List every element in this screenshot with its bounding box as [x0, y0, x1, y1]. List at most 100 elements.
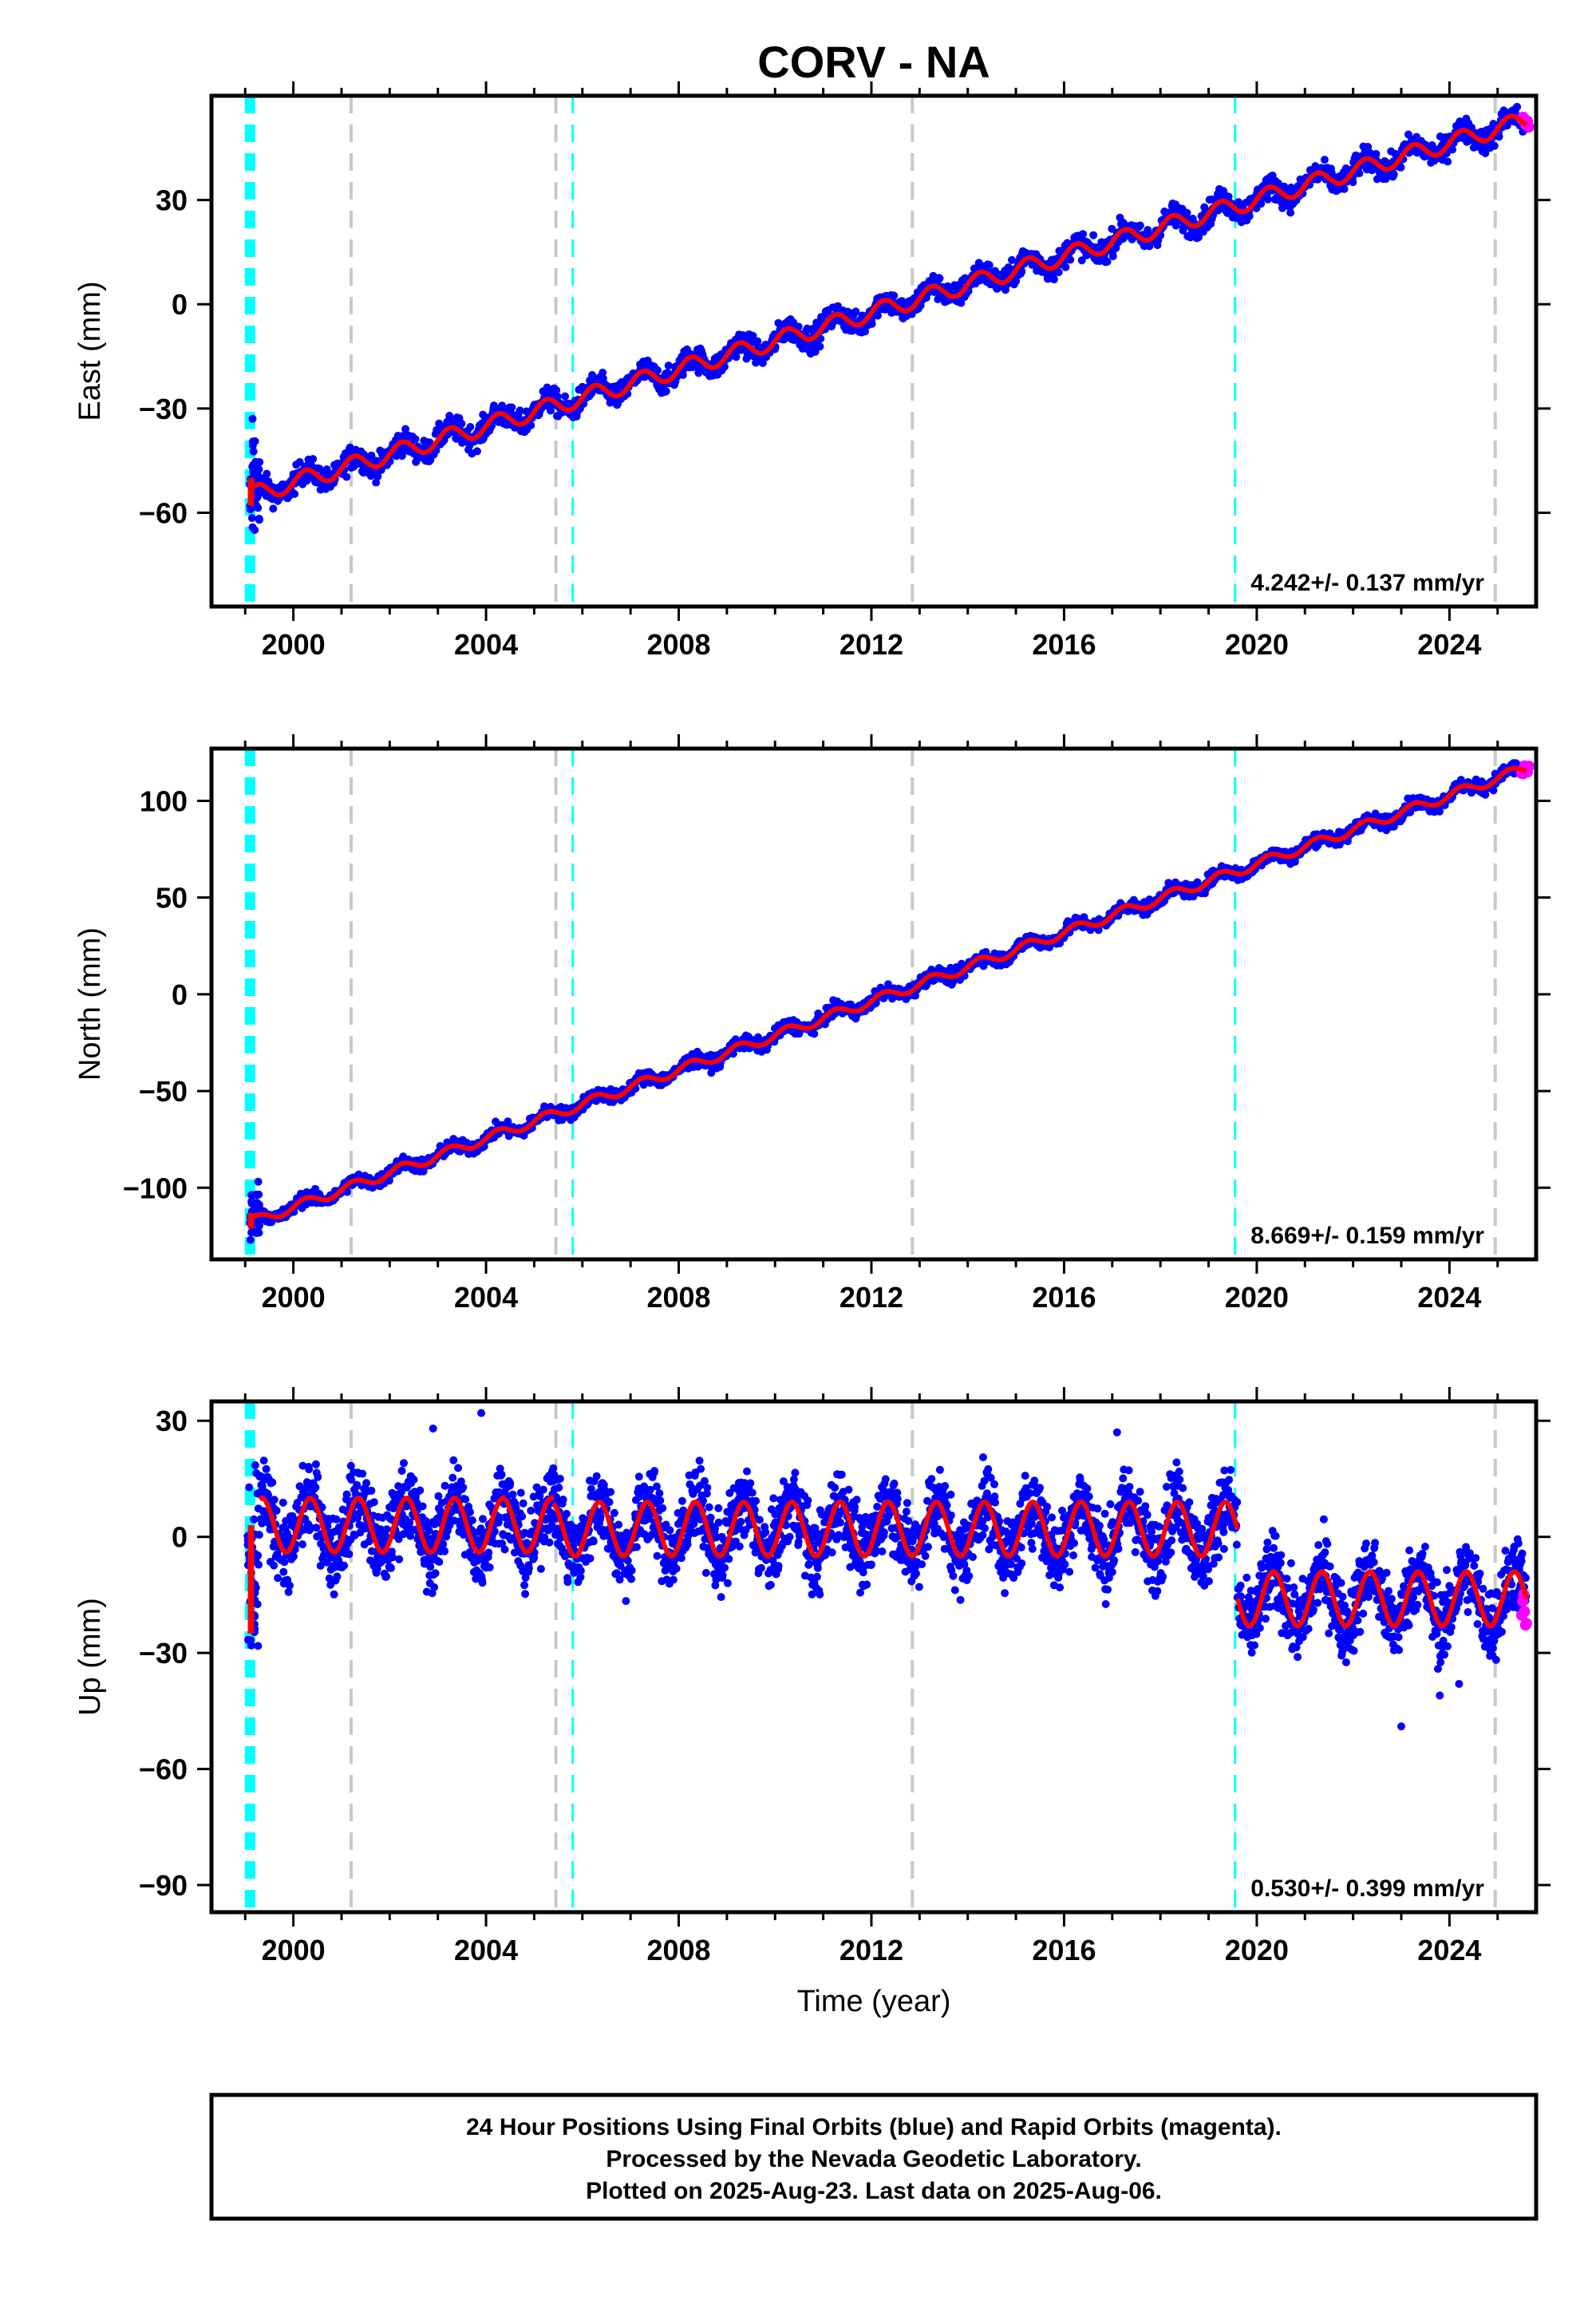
east-point-1919	[1355, 169, 1364, 178]
north-y-axis-label: North (mm)	[73, 927, 107, 1081]
east-point-2137	[1481, 149, 1490, 157]
east-y-tick-label-0: 0	[172, 288, 188, 321]
east-point-167	[342, 472, 351, 481]
up-point-253	[353, 1482, 361, 1490]
east-early-point-10	[248, 414, 257, 423]
east-point-1934	[1364, 143, 1373, 151]
up-point-232	[345, 1550, 354, 1559]
east-point-1991	[1396, 163, 1405, 172]
east-point-1483	[1103, 257, 1112, 266]
up-point-62	[279, 1567, 288, 1576]
east-point-253	[392, 452, 401, 460]
east-point-1761	[1263, 195, 1272, 204]
east-point-2161	[1495, 132, 1503, 141]
east-x-tick-label-2016: 2016	[1032, 628, 1096, 661]
east-early-point-37	[248, 462, 257, 471]
up-point-146	[311, 1460, 320, 1468]
east-point-86	[295, 458, 304, 466]
east-x-tick-label-2020: 2020	[1225, 628, 1289, 661]
north-y-tick-label--100: −100	[123, 1172, 188, 1204]
north-point-798	[707, 1069, 716, 1077]
east-point-841	[732, 353, 741, 362]
east-frame	[209, 93, 1539, 609]
east-point-2080	[1448, 145, 1456, 154]
east-point-357	[452, 434, 460, 443]
east-point-1399	[1054, 268, 1063, 277]
north-point-446	[504, 1117, 512, 1126]
east-point-77	[290, 489, 299, 498]
east-y-tick-label--30: −30	[139, 393, 188, 425]
east-point-1419	[1066, 255, 1075, 264]
up-panel: 2000 2004 2008 2012 2016 2020 2024300−30−60−90…	[73, 1387, 1551, 1966]
east-point-381	[466, 423, 475, 431]
east-y-tick-label--60: −60	[139, 496, 188, 529]
east-x-tick-label-2008: 2008	[646, 628, 710, 661]
north-rate-label: 8.669+/- 0.159 mm/yr	[1250, 1223, 1484, 1249]
up-point-219	[340, 1561, 349, 1570]
east-point-269	[401, 425, 410, 433]
north-x-tick-label-2020: 2020	[1225, 1281, 1289, 1314]
up-point-47	[274, 1574, 282, 1583]
east-final-orbit-points	[246, 102, 1531, 534]
east-point-532	[553, 392, 562, 401]
up-point-151	[314, 1472, 322, 1481]
north-x-tick-label-2004: 2004	[454, 1281, 518, 1314]
up-point-193	[330, 1590, 338, 1599]
east-point-2192	[1513, 102, 1522, 111]
east-point-467	[516, 406, 524, 415]
north-early-point-34	[253, 1227, 261, 1236]
north-y-tick-label-50: 50	[156, 882, 188, 915]
up-point-88	[289, 1552, 298, 1561]
up-point-277	[362, 1479, 371, 1488]
up-point-78	[286, 1581, 294, 1590]
north-early-point-11	[255, 1190, 263, 1199]
east-point-2045	[1428, 140, 1436, 149]
east-early-point-29	[252, 471, 260, 480]
up-final-orbit-points	[243, 1409, 1531, 1731]
east-point-1641	[1195, 233, 1203, 242]
east-point-1048	[851, 307, 860, 316]
east-early-point-32	[248, 523, 257, 532]
east-point-878	[753, 337, 762, 346]
east-panel: 2000 2004 2008 2012 2016 2020 2024300−30−60Eas…	[73, 81, 1551, 661]
east-point-2153	[1490, 141, 1499, 150]
north-x-tick-label-2012: 2012	[839, 1281, 903, 1314]
north-panel: 2000 2004 2008 2012 2016 2020 2024100500−50−10…	[73, 734, 1551, 1314]
east-point-949	[794, 322, 803, 331]
east-point-545	[561, 392, 570, 401]
east-point-1086	[873, 311, 882, 320]
up-point-145	[311, 1483, 320, 1492]
east-early-point-25	[255, 515, 263, 523]
east-point-486	[527, 421, 535, 429]
east-point-1693	[1224, 192, 1233, 201]
north-x-tick-label-2008: 2008	[646, 1281, 710, 1314]
east-point-1749	[1257, 200, 1266, 208]
up-point-201	[333, 1572, 342, 1581]
east-point-887	[758, 358, 767, 367]
east-x-tick-label-2000: 2000	[262, 628, 326, 661]
north-x-tick-label-2024: 2024	[1417, 1281, 1481, 1314]
up-point-37	[270, 1561, 279, 1570]
east-point-366	[457, 419, 466, 428]
east-point-1114	[890, 291, 899, 300]
east-point-720	[662, 387, 670, 396]
east-point-1729	[1245, 211, 1254, 220]
up-point-61	[279, 1498, 287, 1507]
east-model-line-0	[248, 113, 1528, 498]
up-point-38	[270, 1496, 279, 1504]
east-point-1076	[867, 319, 876, 328]
east-point-1411	[1061, 263, 1070, 271]
east-point-1230	[957, 298, 966, 307]
east-point-286	[411, 435, 420, 444]
east-point-1621	[1183, 208, 1191, 217]
east-early-point-35	[252, 501, 260, 510]
east-y-axis-label: East (mm)	[73, 281, 107, 421]
north-point-976	[810, 1030, 819, 1038]
up-point-11	[259, 1456, 268, 1465]
north-y-tick-label--50: −50	[139, 1075, 188, 1108]
east-point-870	[749, 331, 757, 340]
east-point-1908	[1349, 178, 1357, 187]
east-point-1800	[1286, 208, 1295, 217]
up-point-111	[298, 1540, 306, 1549]
